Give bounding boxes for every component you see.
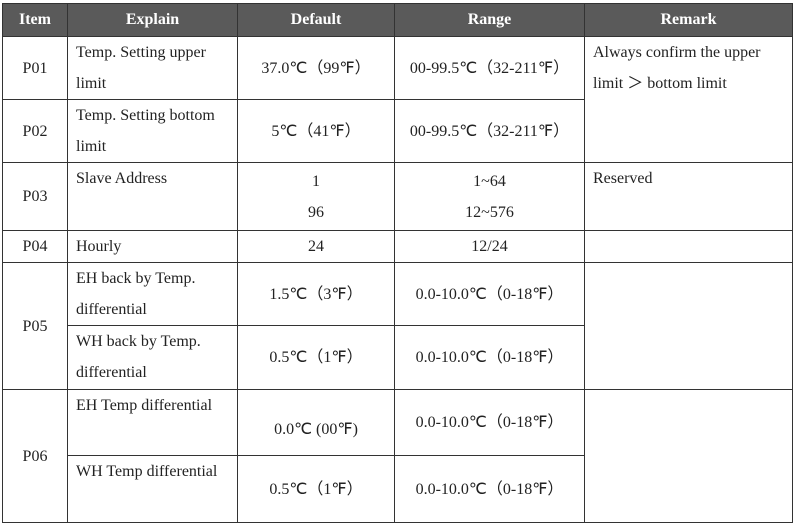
header-cell: Item: [2, 3, 68, 37]
default-line: 96: [308, 203, 324, 221]
item: P06: [2, 389, 68, 523]
explain: WH Temp differential: [67, 455, 238, 523]
item: P02: [2, 99, 68, 163]
range: 12/24: [394, 230, 585, 263]
range-line: 1~64: [473, 172, 506, 190]
explain: Slave Address: [67, 162, 238, 231]
row: P01 Temp. Setting upper limit 37.0℃（99℉）…: [2, 36, 793, 163]
default: 1 96: [237, 162, 395, 231]
explain: Hourly: [67, 230, 238, 263]
item: P04: [2, 230, 68, 263]
header-cell: Range: [394, 3, 585, 37]
range: 0.0-10.0℃（0-18℉）: [394, 455, 585, 523]
row: WH Temp differential 0.5℃（1℉） 0.0-10.0℃（…: [3, 455, 793, 523]
range: 00-99.5℃（32-211℉）: [394, 99, 585, 163]
remark: Always confirm the upper limit ＞ bottom …: [584, 36, 793, 163]
default: 0.5℃（1℉）: [237, 325, 395, 390]
row: P05 EH back by Temp. differential 1.5℃（3…: [2, 262, 793, 390]
default: 1.5℃（3℉）: [237, 262, 395, 326]
remark: [584, 389, 793, 523]
item: P05: [2, 262, 68, 390]
explain: EH Temp differential: [67, 389, 238, 456]
explain: WH back by Temp. differential: [67, 325, 238, 390]
item: P03: [2, 162, 68, 231]
range: 00-99.5℃（32-211℉）: [394, 36, 585, 100]
range: 1~64 12~576: [394, 162, 585, 231]
remark: Reserved: [584, 162, 793, 231]
range-line: 12~576: [465, 203, 514, 221]
remark: [584, 262, 793, 390]
default-line: 1: [312, 172, 320, 190]
header-cell: Default: [237, 3, 395, 37]
row: P03 Slave Address 1 96 1~64 12~576 Reserve…: [2, 162, 793, 231]
default: 37.0℃（99℉）: [237, 36, 395, 100]
range: 0.0-10.0℃（0-18℉）: [394, 389, 585, 456]
header-cell: Remark: [584, 3, 793, 37]
row: WH back by Temp. differential 0.5℃（1℉） 0…: [3, 325, 793, 390]
item: P01: [2, 36, 68, 100]
default: 24: [237, 230, 395, 263]
header-cell: Explain: [67, 3, 238, 37]
header-row: Item Explain Default Range Remark: [2, 3, 793, 37]
default: 5℃（41℉）: [237, 99, 395, 163]
explain: Temp. Setting upper limit: [67, 36, 238, 100]
parameter-table: Item Explain Default Range Remark P01 Te…: [2, 3, 793, 523]
range: 0.0-10.0℃（0-18℉）: [394, 262, 585, 326]
remark: [584, 230, 793, 263]
default: 0.5℃（1℉）: [237, 455, 395, 523]
row: P04 Hourly 24 12/24: [2, 230, 793, 263]
row: P02 Temp. Setting bottom limit 5℃（41℉） 0…: [2, 99, 793, 163]
default: 0.0℃ (00℉): [237, 389, 395, 456]
explain: Temp. Setting bottom limit: [67, 99, 238, 163]
explain: EH back by Temp. differential: [67, 262, 238, 326]
range: 0.0-10.0℃（0-18℉）: [394, 325, 585, 390]
row: P06 EH Temp differential 0.0℃ (00℉) 0.0-…: [2, 389, 793, 523]
